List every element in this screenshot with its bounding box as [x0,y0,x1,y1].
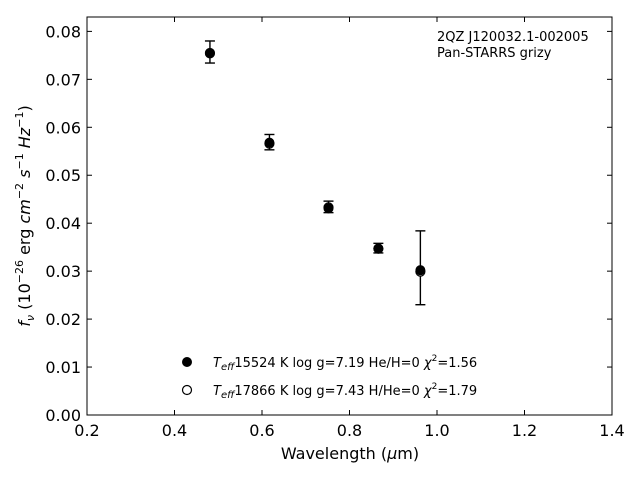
annotation-survey: Pan-STARRS grizy [437,46,552,61]
y-tick-label: 0.04 [45,214,81,233]
y-tick-label: 0.06 [45,118,81,137]
model-filled-point [415,265,426,276]
legend-entry-1: Teff15524 K log g=7.19 He/H=0 χ2=1.56 [213,354,477,373]
x-tick-label: 1.4 [599,421,624,440]
model-filled-point [264,137,275,148]
x-tick-label: 1.2 [512,421,537,440]
model-filled-series [204,48,426,276]
y-tick-label: 0.00 [45,406,81,425]
y-axis-ticks: 0.00 0.01 0.02 0.03 0.04 0.05 0.06 0.07 0.08 [45,22,612,425]
x-axis-ticks: 0.2 0.4 0.6 0.8 1.0 1.2 1.4 [74,17,625,440]
x-tick-label: 0.8 [337,421,362,440]
legend-entry-2: Teff17866 K log g=7.43 H/He=0 χ2=1.79 [213,382,477,401]
x-tick-label: 0.6 [249,421,274,440]
legend-marker-open [181,384,193,396]
legend: Teff15524 K log g=7.19 He/H=0 χ2=1.56 Te… [181,354,477,401]
model-filled-point [204,48,215,59]
observed-errorbars [204,40,426,306]
y-tick-label: 0.07 [45,70,81,89]
y-tick-label: 0.03 [45,262,81,281]
x-tick-label: 0.4 [162,421,187,440]
y-tick-label: 0.02 [45,310,81,329]
y-axis-label: fν (10−26 erg cm−2 s−1 Hz−1) [13,105,37,326]
y-tick-label: 0.05 [45,166,81,185]
svg-text:fν (10−26 erg cm−2 s−1 Hz−1): fν (10−26 erg cm−2 s−1 Hz−1) [13,105,37,326]
y-tick-label: 0.01 [45,358,81,377]
legend-marker-filled [182,357,192,367]
annotation-object: 2QZ J120032.1-002005 [437,30,589,45]
x-tick-label: 0.2 [74,421,99,440]
model-open-series [204,47,426,277]
model-filled-point [373,243,384,254]
y-tick-label: 0.08 [45,22,81,41]
model-filled-point [323,203,334,214]
x-axis-label: Wavelength (μm) [281,444,419,463]
x-tick-label: 1.0 [424,421,449,440]
